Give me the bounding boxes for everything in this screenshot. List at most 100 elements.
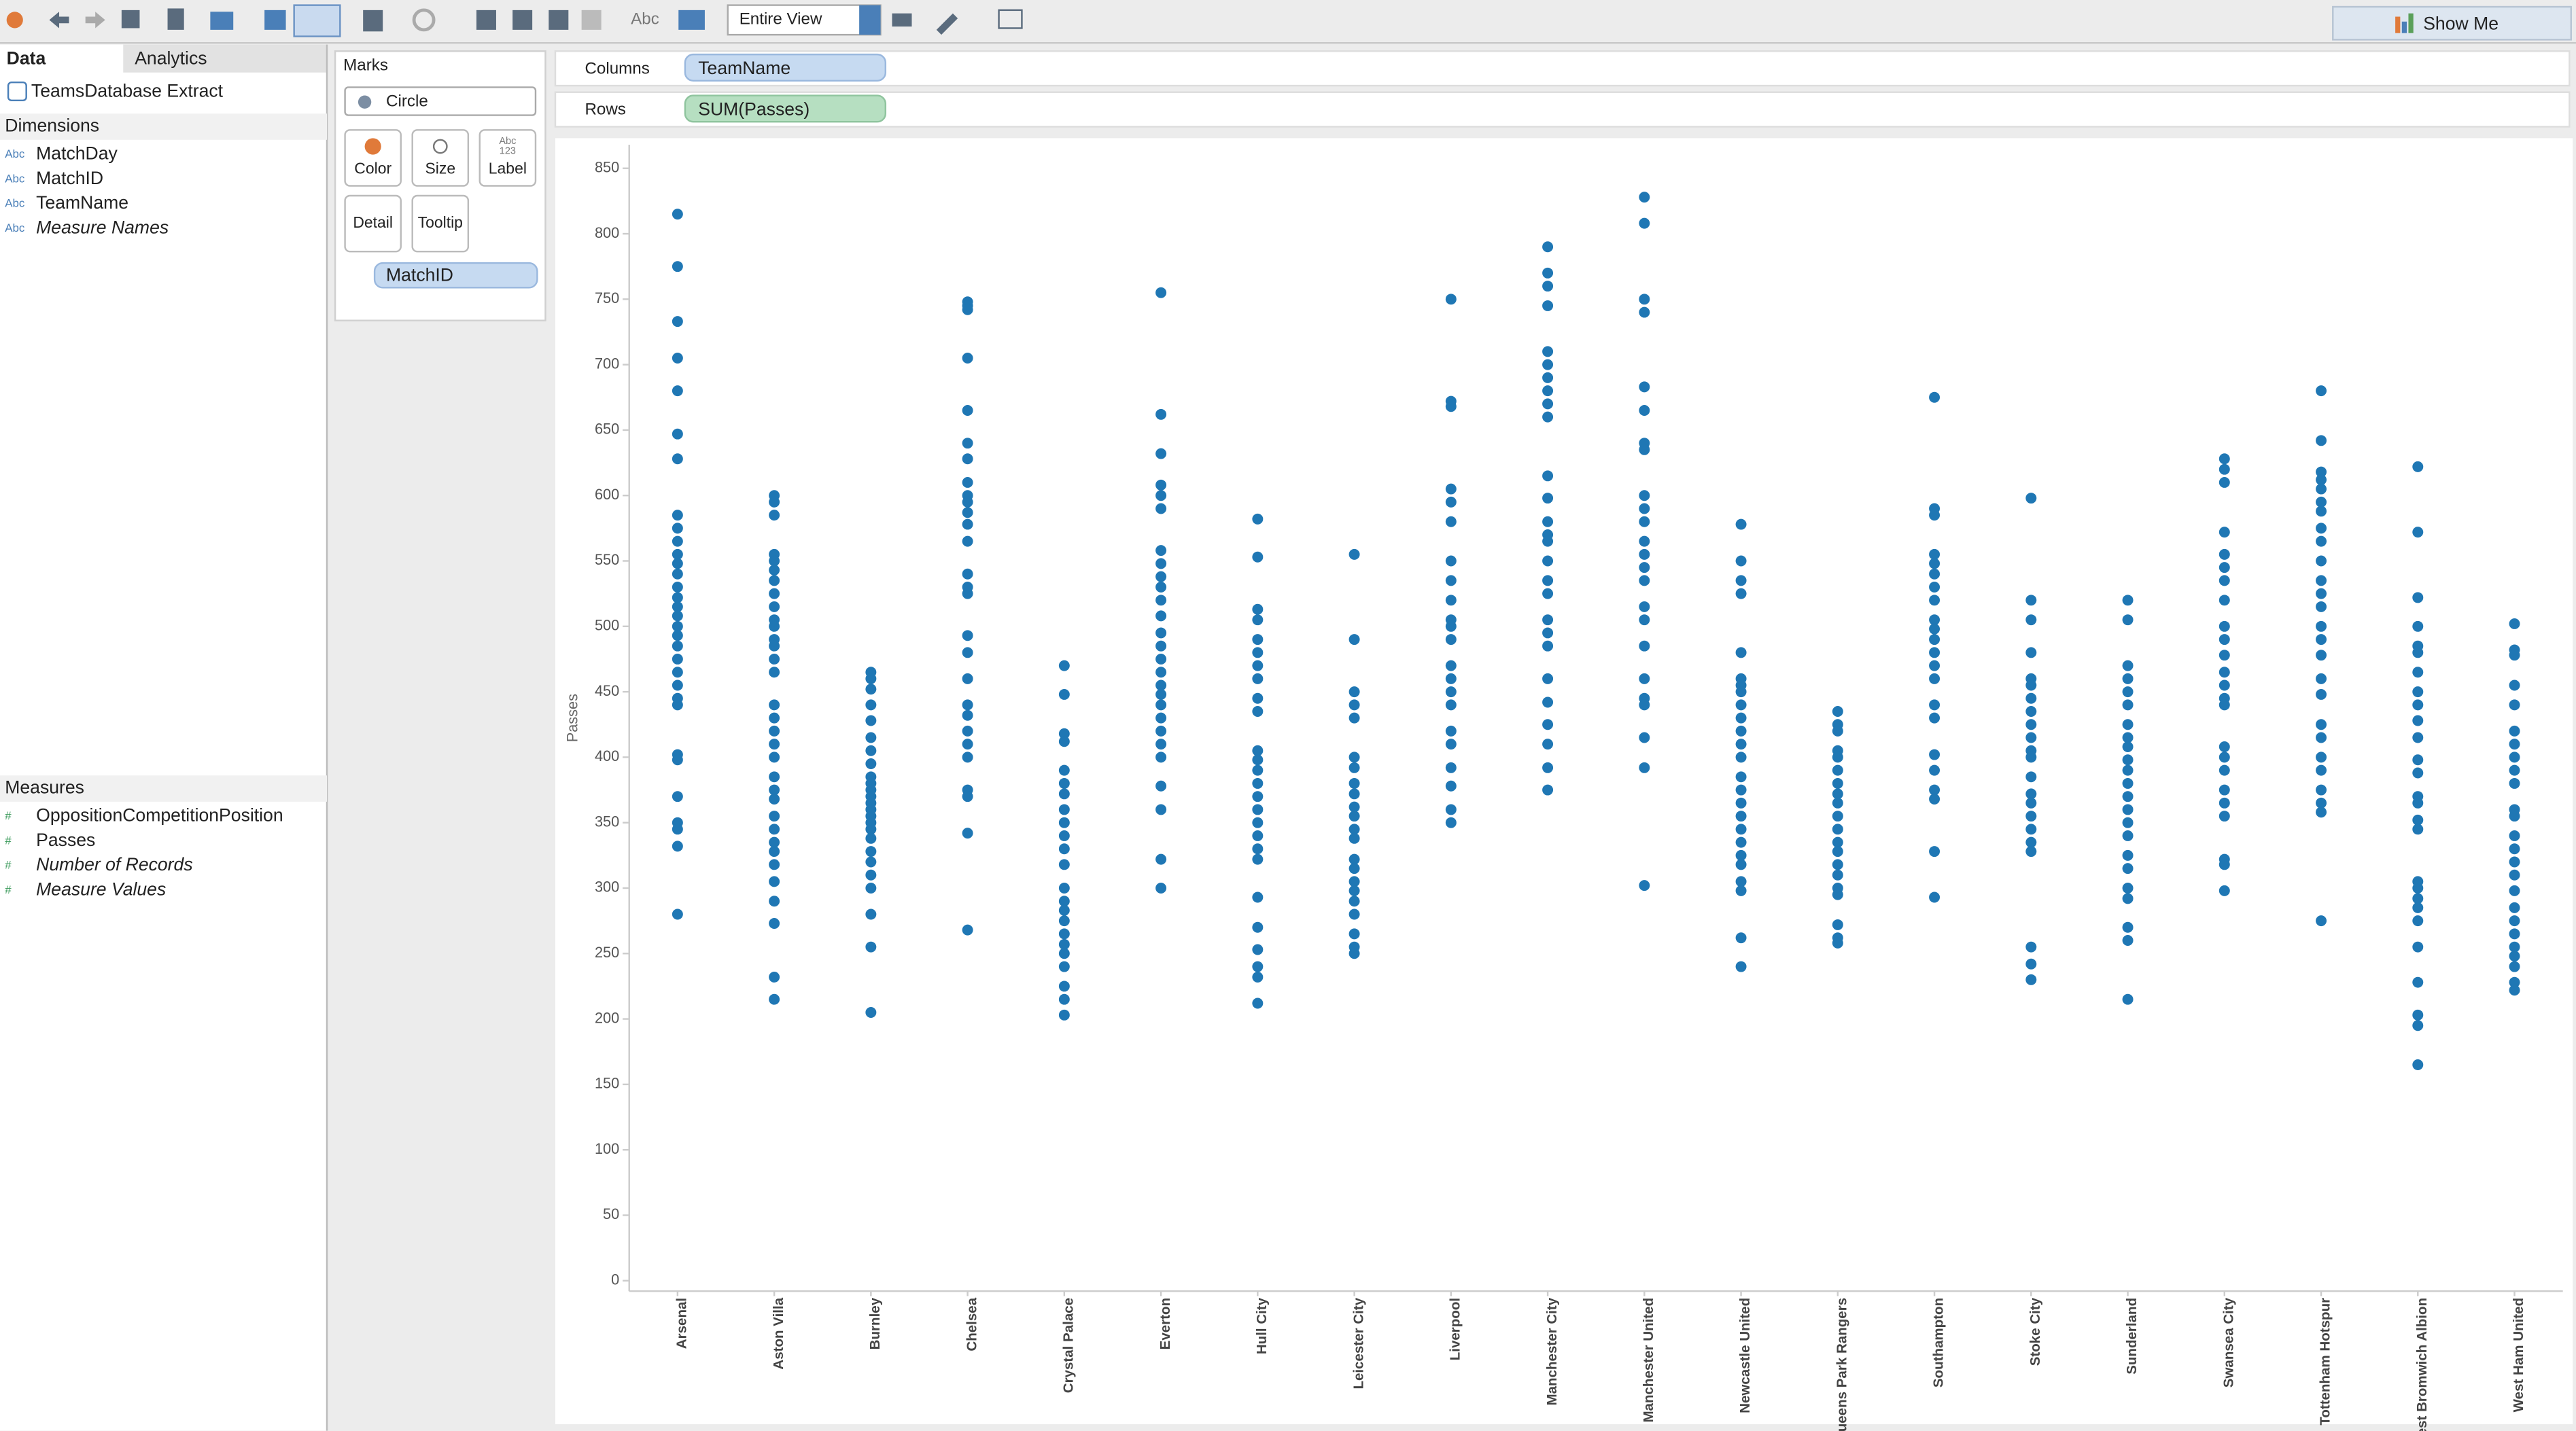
- data-point: [2509, 856, 2520, 868]
- sort-icon[interactable]: [476, 10, 496, 30]
- view-dropdown-arrow[interactable]: [859, 5, 881, 35]
- rows-pill-label[interactable]: SUM(Passes): [698, 99, 810, 119]
- data-point: [2122, 921, 2134, 933]
- mark-button-label[interactable]: Label: [489, 159, 527, 177]
- data-point: [1445, 673, 1457, 684]
- view-dropdown-label[interactable]: Entire View: [739, 10, 822, 29]
- x-tick-label: Southampton: [1931, 1298, 1947, 1388]
- data-point: [962, 791, 973, 802]
- sort-asc-icon[interactable]: [512, 10, 533, 30]
- sort-desc-icon[interactable]: [549, 10, 569, 30]
- data-point: [672, 523, 683, 534]
- field-name[interactable]: MatchID: [36, 168, 103, 188]
- data-point: [1735, 555, 1747, 567]
- analytics-tab-label[interactable]: Analytics: [135, 48, 207, 68]
- data-point: [1735, 699, 1747, 711]
- mark-button[interactable]: [344, 194, 402, 253]
- highlight-icon[interactable]: [936, 13, 958, 35]
- field-name[interactable]: Number of Records: [36, 854, 192, 874]
- data-point: [1445, 725, 1457, 737]
- marks-pill-label[interactable]: MatchID: [386, 264, 453, 285]
- data-point: [1058, 736, 1070, 747]
- mark-button[interactable]: [411, 129, 470, 187]
- data-point: [2316, 634, 2327, 646]
- mark-button[interactable]: [344, 129, 402, 187]
- dimensions-header: Dimensions: [5, 115, 99, 135]
- duplicate-sheet-icon[interactable]: [264, 10, 286, 30]
- rows-pill[interactable]: [684, 94, 887, 123]
- y-axis-title: Passes: [563, 694, 580, 742]
- data-point: [1058, 948, 1070, 959]
- data-point: [1929, 764, 1940, 776]
- data-point: [962, 752, 973, 763]
- data-point: [672, 679, 683, 691]
- data-point: [2412, 915, 2424, 927]
- measures-header: Measures: [5, 777, 84, 798]
- mark-button[interactable]: [411, 194, 470, 253]
- mark-button-label[interactable]: Color: [354, 159, 391, 177]
- data-point: [962, 673, 973, 684]
- new-sheet-icon[interactable]: [210, 12, 234, 30]
- presentation-icon[interactable]: [998, 9, 1023, 29]
- data-point: [1058, 859, 1070, 870]
- show-me-button[interactable]: [2332, 5, 2572, 41]
- mark-button[interactable]: [478, 129, 537, 187]
- columns-pill[interactable]: [684, 53, 887, 82]
- data-point: [769, 896, 780, 907]
- columns-pill-label[interactable]: TeamName: [698, 58, 790, 78]
- data-point: [1639, 732, 1650, 743]
- data-point: [1542, 640, 1554, 652]
- data-point: [1542, 575, 1554, 586]
- field-name[interactable]: TeamName: [36, 192, 128, 213]
- x-tick-label: Manchester City: [1544, 1297, 1560, 1405]
- data-point: [1252, 754, 1264, 766]
- mark-type-dropdown[interactable]: [344, 86, 537, 116]
- data-point: [1252, 817, 1264, 828]
- tableau-icon[interactable]: [6, 12, 23, 29]
- mark-button-label[interactable]: Detail: [353, 213, 393, 231]
- data-point: [2412, 620, 2424, 632]
- y-tick-label: 550: [595, 551, 619, 568]
- data-point: [1252, 777, 1264, 789]
- clear-sheet-icon[interactable]: [293, 4, 341, 37]
- save-icon[interactable]: [121, 10, 140, 29]
- data-point: [2316, 555, 2327, 567]
- data-point: [2316, 752, 2327, 763]
- data-point: [1445, 762, 1457, 773]
- columns-shelf: [554, 50, 2571, 87]
- pin-icon[interactable]: [892, 13, 912, 27]
- data-tab[interactable]: Data: [7, 48, 46, 68]
- field-name[interactable]: MatchDay: [36, 143, 118, 164]
- marks-pill[interactable]: [373, 262, 538, 289]
- data-point: [865, 846, 877, 858]
- redo-icon[interactable]: [85, 12, 105, 29]
- field-name[interactable]: Measure Names: [36, 217, 169, 237]
- data-point: [962, 588, 973, 599]
- show-me-label[interactable]: Show Me: [2423, 14, 2499, 34]
- analytics-tab[interactable]: [123, 44, 328, 73]
- mark-button-label[interactable]: Tooltip: [418, 213, 463, 231]
- field-name[interactable]: OppositionCompetitionPosition: [36, 805, 283, 826]
- swap-icon[interactable]: [363, 10, 383, 32]
- data-point: [2316, 719, 2327, 730]
- label-toolbar-button[interactable]: Abc: [631, 10, 659, 29]
- new-datasource-icon[interactable]: [167, 8, 184, 30]
- data-point: [2218, 784, 2230, 796]
- field-name[interactable]: Measure Values: [36, 879, 166, 899]
- data-point: [2412, 754, 2424, 766]
- data-point: [1058, 817, 1070, 828]
- group-icon[interactable]: [581, 10, 602, 30]
- view-dropdown[interactable]: [727, 4, 882, 36]
- mark-button-label[interactable]: Size: [425, 159, 455, 177]
- data-point: [769, 555, 780, 567]
- data-point: [1058, 788, 1070, 800]
- fit-icon[interactable]: [678, 10, 705, 30]
- datasource-name[interactable]: TeamsDatabase Extract: [31, 81, 224, 101]
- field-name[interactable]: Passes: [36, 830, 95, 850]
- data-point: [1445, 620, 1457, 632]
- data-point: [2316, 385, 2327, 397]
- data-point: [1542, 516, 1554, 527]
- refresh-icon[interactable]: [412, 8, 436, 32]
- x-tick-label: Crystal Palace: [1061, 1298, 1077, 1393]
- mark-type-label[interactable]: Circle: [386, 92, 428, 111]
